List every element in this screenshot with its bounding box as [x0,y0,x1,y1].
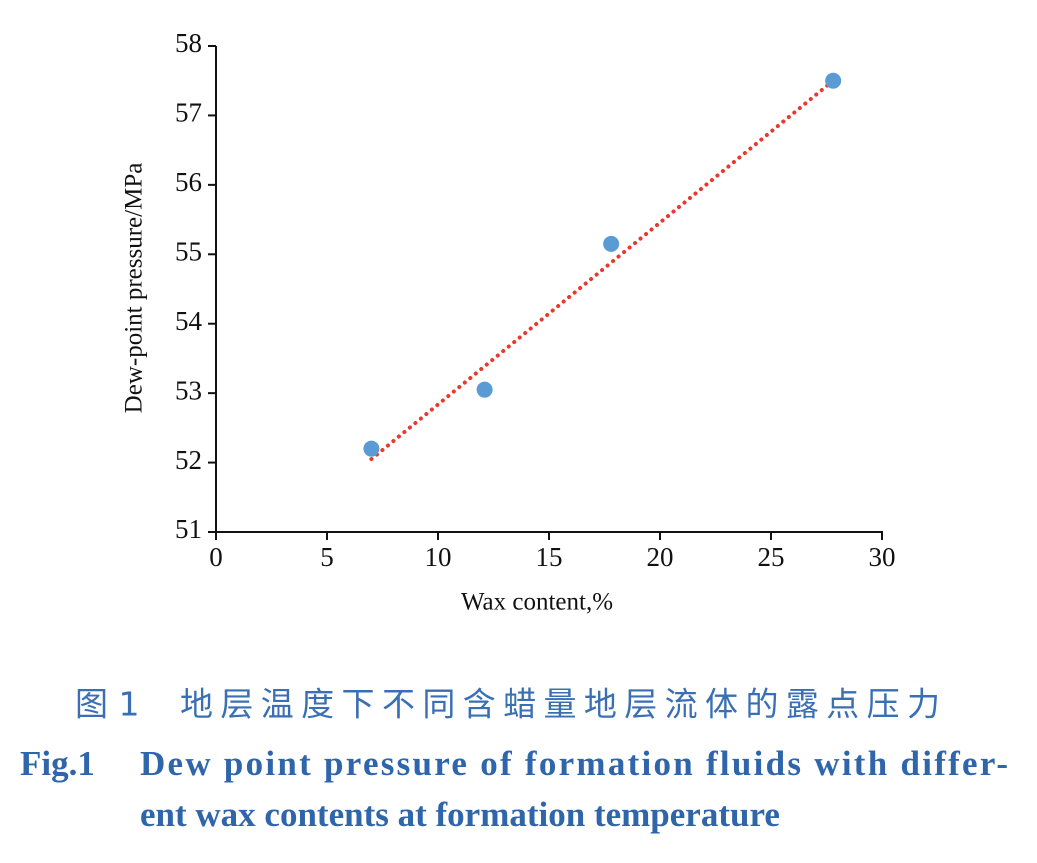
y-tick-label: 52 [175,445,202,475]
point [603,235,620,252]
caption-text-en: ent wax contents at formation temperatur… [140,795,780,834]
caption-label-zh: 图 1 [75,685,140,724]
trendline [369,78,836,462]
point [363,440,380,457]
y-tick-label: 54 [175,306,203,336]
y-tick-label: 56 [175,167,202,197]
y-tick-label: 58 [175,28,202,58]
x-tick-label: 20 [647,542,674,572]
x-tick-label: 15 [536,542,563,572]
x-axis-title: Wax content,% [461,589,613,616]
y-tick-label: 57 [175,98,202,128]
caption-text-zh: 地层温度下不同含蜡量地层流体的露点压力 [180,685,940,724]
x-tick-label: 0 [209,542,223,572]
y-tick-label: 55 [175,236,202,266]
x-tick-label: 25 [758,542,785,572]
caption-text-en: Dew point pressure of formation fluids w… [140,744,1008,783]
y-tick-label: 53 [175,375,202,405]
x-tick-label: 10 [425,542,452,572]
point [476,381,493,398]
caption-label-en: Fig.1 [20,744,95,783]
point [825,72,842,89]
y-tick-label: 51 [175,514,202,544]
y-axis-title: Dew-point pressure/MPa [121,163,148,414]
x-tick-label: 5 [320,542,334,572]
x-tick-label: 30 [869,542,896,572]
